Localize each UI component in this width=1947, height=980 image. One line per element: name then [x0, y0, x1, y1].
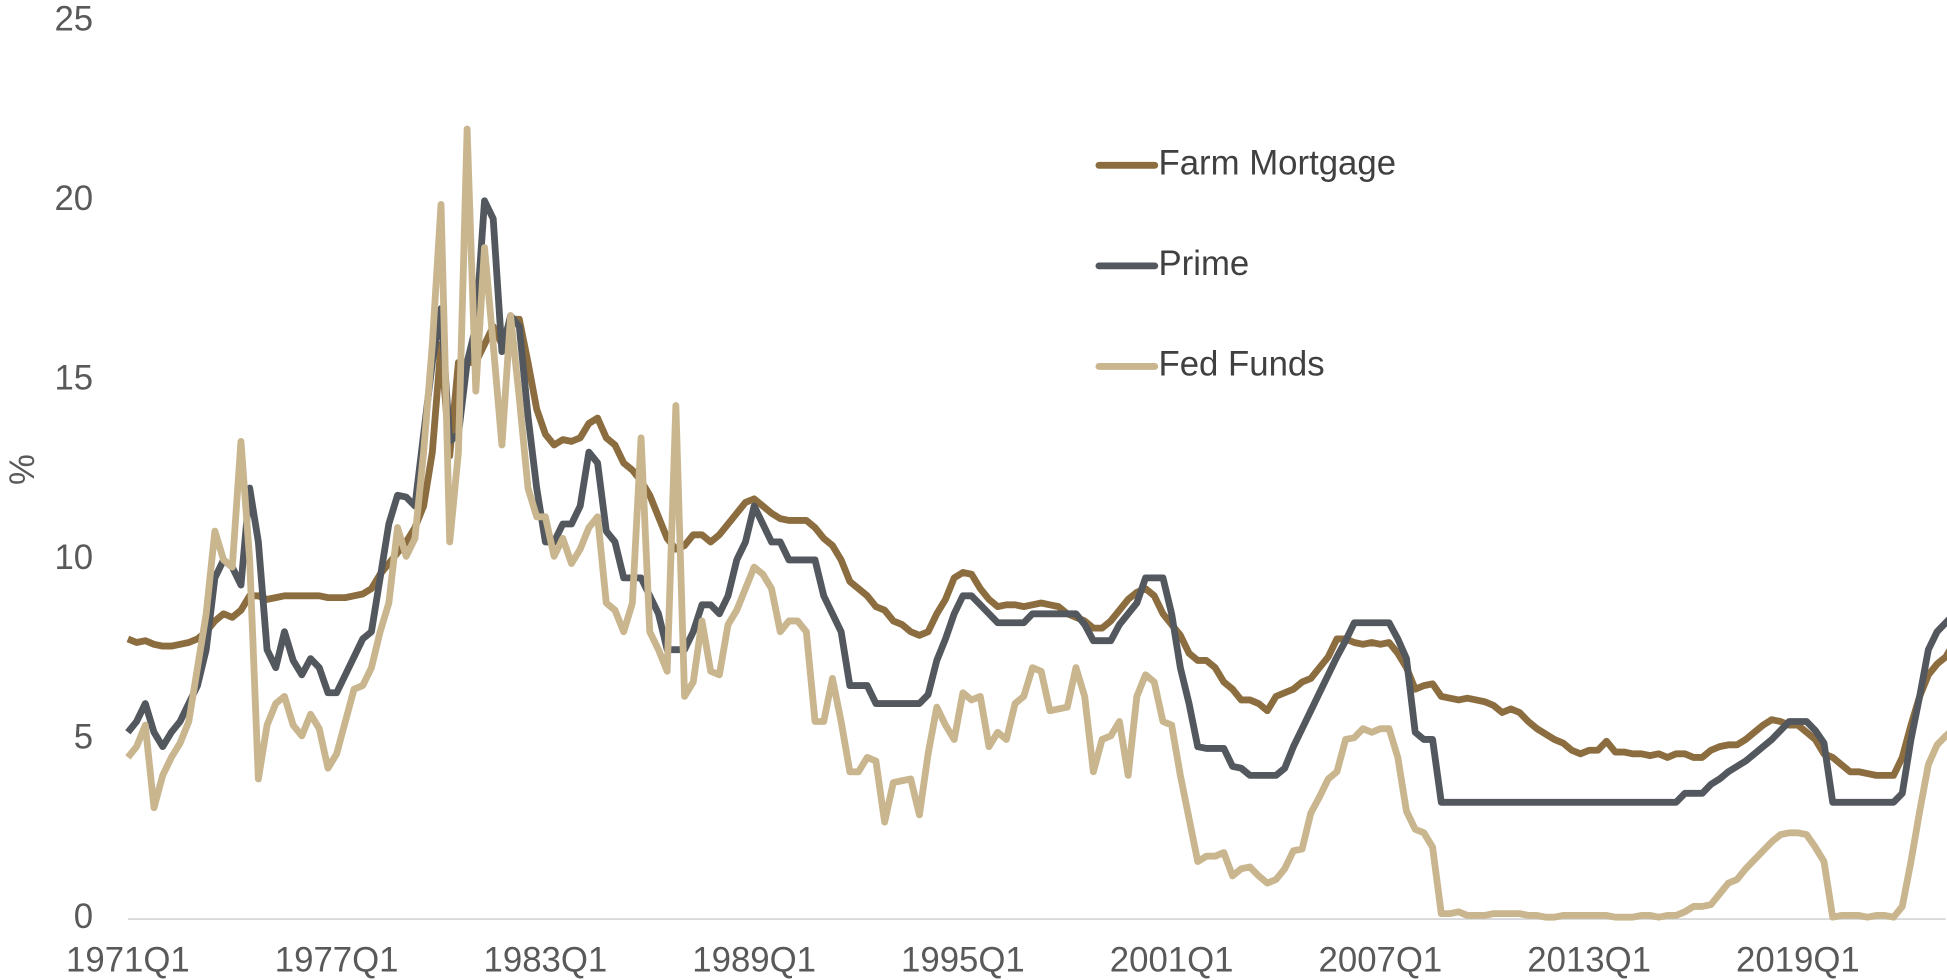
x-tick-label: 1983Q1	[484, 942, 608, 980]
x-tick-label: 1995Q1	[901, 942, 1025, 980]
y-tick-label: 5	[74, 719, 93, 757]
y-tick-label: 20	[54, 180, 93, 218]
x-tick-label: 1989Q1	[692, 942, 816, 980]
y-tick-label: 0	[74, 898, 93, 936]
y-tick-label: 25	[54, 0, 93, 38]
series-line	[126, 315, 1947, 779]
legend-label: Fed Funds	[1159, 346, 1325, 384]
x-tick-label: 2019Q1	[1736, 942, 1860, 980]
x-tick-label: 1971Q1	[66, 942, 190, 980]
y-axis-label: %	[4, 454, 42, 485]
y-tick-label: 15	[54, 360, 93, 398]
x-tick-label: 2013Q1	[1527, 942, 1651, 980]
series-line	[125, 197, 1947, 806]
y-tick-label: 10	[54, 539, 93, 577]
x-tick-label: 2001Q1	[1110, 942, 1234, 980]
x-tick-label: 1977Q1	[275, 942, 399, 980]
legend-label: Farm Mortgage	[1159, 144, 1397, 182]
x-tick-label: 2007Q1	[1319, 942, 1443, 980]
legend-label: Prime	[1159, 245, 1250, 283]
series-line	[125, 125, 1947, 921]
